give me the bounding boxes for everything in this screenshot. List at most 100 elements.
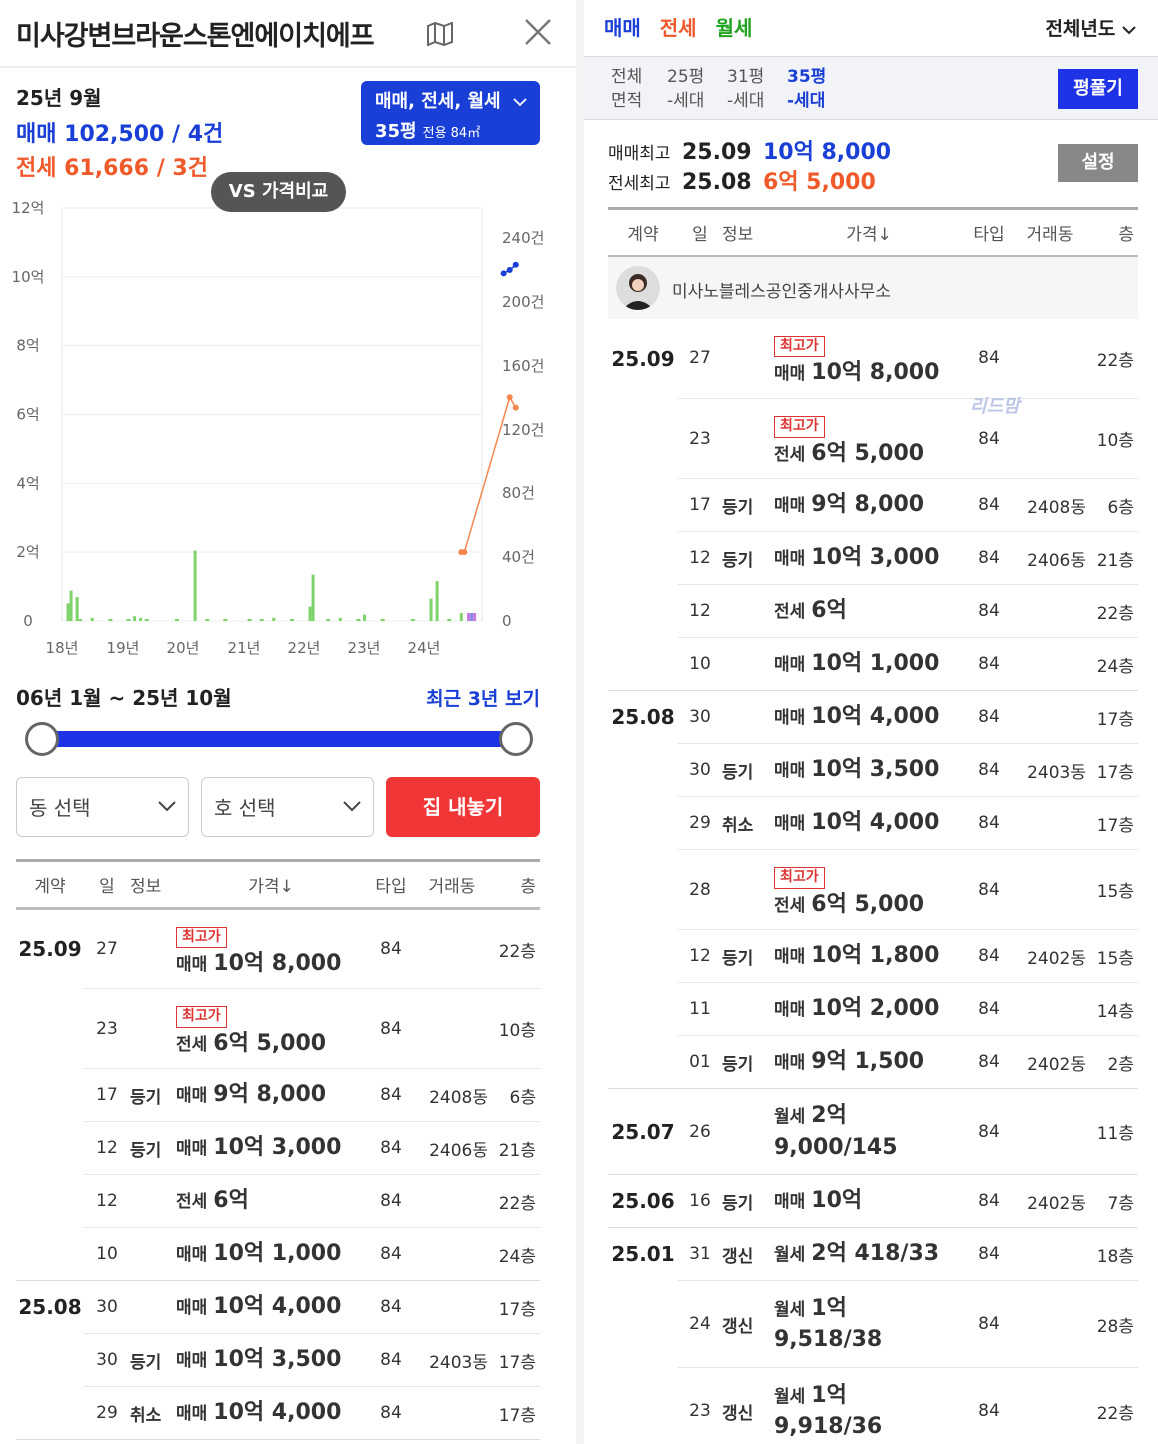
highest-price-badge: 최고가 <box>774 867 825 889</box>
sale-price-point <box>500 270 507 277</box>
cell-day: 12 <box>678 531 722 585</box>
table-row[interactable]: 29 취소 매매 10억 4,000 84 17층 <box>16 1386 540 1440</box>
table-row[interactable]: 23 갱신 월세 1억 9,918/36 84 22층 <box>608 1367 1138 1444</box>
table-row[interactable]: 25.08 30 매매 10억 4,000 84 17층 <box>608 690 1138 744</box>
settings-button[interactable]: 설정 <box>1058 144 1138 182</box>
header-3[interactable]: 가격↓ <box>176 860 366 909</box>
table-row[interactable]: 25.06 16 등기 매매 10억 84 2402동 7층 <box>608 1174 1138 1228</box>
vs-compare-button[interactable]: VS 가격비교 <box>211 172 346 212</box>
year-select[interactable]: 전체년도 <box>1045 14 1136 41</box>
deal-filter-button[interactable]: 매매, 전세, 월세 35평 전용 84㎡ <box>361 81 540 145</box>
area-31-top: 31평 <box>727 67 765 87</box>
agent-name: 미사노블레스공인중개사사무소 <box>672 282 891 302</box>
cell-type: 84 <box>964 478 1014 532</box>
deal-kind: 매매 <box>774 1000 806 1021</box>
tab-jeonse[interactable]: 전세 <box>659 16 697 40</box>
table-row[interactable]: 25.09 27 최고가 매매 10억 8,000 84 22층 <box>16 908 540 989</box>
deal-price-rent: 9,000/145 <box>774 1134 898 1160</box>
cell-month <box>608 850 678 930</box>
table-row[interactable]: 17 등기 매매 9억 8,000 84 2408동 6층 <box>608 478 1138 532</box>
cell-month <box>16 1175 84 1228</box>
cell-floor: 17층 <box>1086 743 1138 797</box>
table-row[interactable]: 10 매매 10억 1,000 84 24층 <box>16 1227 540 1281</box>
recent-3-years-link[interactable]: 최근 3년 보기 <box>426 688 540 710</box>
table-row[interactable]: 17 등기 매매 9억 8,000 84 2408동 6층 <box>16 1068 540 1122</box>
left-axis-tick: 4억 <box>16 474 39 492</box>
volume-bar <box>311 574 315 621</box>
volume-bar <box>133 616 137 621</box>
deal-price: 10억 <box>811 1188 863 1214</box>
cell-month <box>16 1069 84 1122</box>
deal-price: 6억 5,000 <box>811 440 925 466</box>
list-house-button[interactable]: 집 내놓기 <box>386 777 540 837</box>
cell-type: 84 <box>964 1035 1014 1089</box>
cell-floor: 17층 <box>488 1333 540 1387</box>
table-row[interactable]: 11 매매 10억 2,000 84 14층 <box>608 982 1138 1036</box>
cell-month: 25.01 <box>611 1242 675 1267</box>
pyeong-expand-button[interactable]: 평풀기 <box>1058 69 1138 109</box>
cell-floor: 11층 <box>1086 1088 1138 1175</box>
cell-info: 등기 <box>722 531 774 585</box>
range-start-handle[interactable] <box>25 722 59 756</box>
deal-price: 2억 <box>811 1103 847 1128</box>
table-row[interactable]: 12 전세 6억 84 22층 <box>16 1174 540 1228</box>
table-row[interactable]: 28 최고가 전세 6억 5,000 84 15층 <box>608 849 1138 930</box>
summary-sale: 매매 102,500 / 4건 <box>16 122 224 147</box>
table-row[interactable]: 30 등기 매매 10억 3,500 84 2403동 17층 <box>16 1333 540 1387</box>
cell-price: 매매 10억 <box>774 1174 964 1228</box>
area-31[interactable]: 31평 -세대 <box>727 65 764 113</box>
table-row[interactable]: 29 취소 매매 10억 4,000 84 17층 <box>608 796 1138 850</box>
table-row[interactable]: 25.08 30 매매 10억 4,000 84 17층 <box>16 1280 540 1334</box>
volume-bar-small <box>247 619 252 621</box>
close-icon[interactable] <box>522 16 554 48</box>
area-all[interactable]: 전체 면적 <box>611 65 642 113</box>
header-3[interactable]: 가격↓ <box>774 208 964 257</box>
cell-type: 84 <box>964 1088 1014 1175</box>
table-row[interactable]: 12 등기 매매 10억 3,000 84 2406동 21층 <box>16 1121 540 1175</box>
map-icon[interactable] <box>426 22 454 46</box>
table-row[interactable]: 25.09 27 최고가 매매 10억 8,000 84 22층 <box>608 318 1138 399</box>
cell-day: 17 <box>84 1068 130 1122</box>
table-row[interactable]: 12 전세 6억 84 22층 <box>608 584 1138 638</box>
cell-day: 30 <box>678 743 722 797</box>
header-6: 층 <box>488 860 540 909</box>
cell-month <box>608 585 678 638</box>
jeonse-price-point <box>512 404 519 411</box>
ho-select[interactable]: 호 선택 <box>201 777 374 837</box>
cell-info <box>722 849 774 930</box>
table-row[interactable]: 30 등기 매매 10억 3,500 84 2403동 17층 <box>608 743 1138 797</box>
range-end-handle[interactable] <box>499 722 533 756</box>
cell-dong: 2402동 <box>1014 929 1086 983</box>
dong-select[interactable]: 동 선택 <box>16 777 189 837</box>
table-row[interactable]: 25.07 26 월세 2억 9,000/145 84 11층 <box>608 1088 1138 1175</box>
table-row[interactable]: 23 최고가 전세 6억 5,000 84 10층 <box>608 398 1138 479</box>
cell-day: 30 <box>84 1333 130 1387</box>
volume-bar-small <box>380 619 385 621</box>
table-row[interactable]: 01 등기 매매 9억 1,500 84 2402동 2층 <box>608 1035 1138 1089</box>
tab-wolse[interactable]: 월세 <box>715 16 753 40</box>
table-row[interactable]: 23 최고가 전세 6억 5,000 84 10층 <box>16 988 540 1069</box>
x-axis-tick: 18년 <box>46 639 79 657</box>
cell-month <box>16 1227 84 1281</box>
table-row[interactable]: 25.01 31 갱신 월세 2억 418/33 84 18층 <box>608 1227 1138 1281</box>
cell-price: 최고가 매매 10억 8,000 <box>774 318 964 399</box>
cell-info <box>722 318 774 399</box>
cell-price: 매매 10억 1,000 <box>774 637 964 691</box>
agent-row[interactable]: 미사노블레스공인중개사사무소 <box>608 257 1138 319</box>
table-row[interactable]: 12 등기 매매 10억 3,000 84 2406동 21층 <box>608 531 1138 585</box>
cell-info: 등기 <box>130 1121 176 1175</box>
table-row[interactable]: 24 갱신 월세 1억 9,518/38 84 28층 <box>608 1280 1138 1368</box>
date-range-slider[interactable] <box>42 731 516 747</box>
tab-sale[interactable]: 매매 <box>604 16 641 40</box>
cell-type: 84 <box>366 1227 416 1281</box>
area-35[interactable]: 35평 -세대 <box>787 65 826 113</box>
cell-info <box>130 908 176 989</box>
cell-day: 12 <box>84 1174 130 1228</box>
deal-price: 10억 8,000 <box>811 360 940 386</box>
table-row[interactable]: 12 등기 매매 10억 1,800 84 2402동 15층 <box>608 929 1138 983</box>
cell-dong <box>416 1280 488 1334</box>
table-row[interactable]: 10 매매 10억 1,000 84 24층 <box>608 637 1138 691</box>
cell-info <box>722 982 774 1036</box>
cell-month <box>608 532 678 585</box>
area-25[interactable]: 25평 -세대 <box>667 65 704 113</box>
